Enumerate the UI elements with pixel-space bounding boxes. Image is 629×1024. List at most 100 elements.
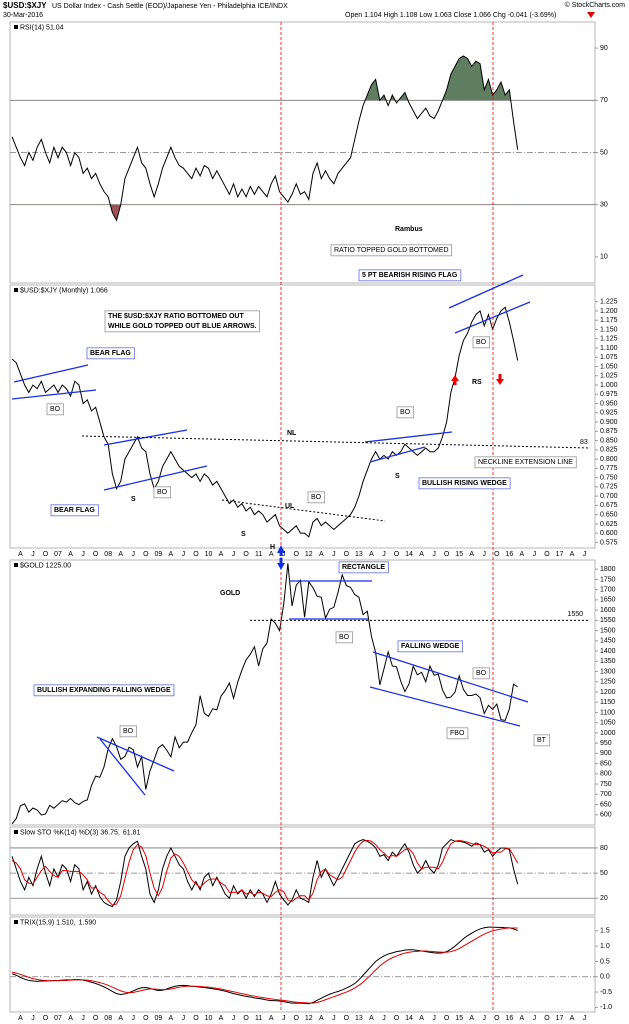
neckline bbox=[81, 435, 591, 449]
x-tick-label: 10 bbox=[205, 551, 213, 558]
y-tick-label: 1050 bbox=[600, 720, 616, 727]
x-tick-label: J bbox=[81, 1015, 85, 1022]
x-tick-label: O bbox=[294, 551, 300, 558]
x-tick-label: O bbox=[544, 551, 550, 558]
y-tick-label: 1300 bbox=[600, 668, 616, 675]
annotation-box bbox=[86, 347, 135, 360]
x-tick-label: A bbox=[68, 551, 73, 558]
x-tick-label: O bbox=[444, 1015, 450, 1022]
x-tick-label: J bbox=[232, 551, 236, 558]
copyright: © StockCharts.com bbox=[565, 1, 626, 9]
upper-line bbox=[221, 499, 386, 522]
y-tick-label: 0.825 bbox=[600, 447, 618, 454]
y-tick-label: 0.675 bbox=[600, 502, 618, 509]
series-line bbox=[11, 926, 518, 1005]
x-tick-label: A bbox=[68, 1015, 73, 1022]
y-tick-label: 1.200 bbox=[600, 308, 618, 315]
y-tick-label: 0.750 bbox=[600, 474, 618, 481]
y-tick-label: 50 bbox=[600, 870, 608, 877]
y-tick-label: 50 bbox=[600, 149, 608, 156]
y-tick-label: 0.775 bbox=[600, 465, 618, 472]
description: US Dollar Index - Cash Settle (EOD)/Japa… bbox=[52, 3, 288, 10]
annotation: S bbox=[395, 473, 400, 480]
annotation-box bbox=[119, 725, 138, 738]
y-tick-label: 1350 bbox=[600, 658, 616, 665]
annotation-box bbox=[472, 667, 491, 680]
x-tick-label: J bbox=[132, 1015, 136, 1022]
annotation: WHILE GOLD TOPPED OUT BLUE ARROWS. bbox=[108, 323, 257, 330]
x-tick-label: J bbox=[31, 1015, 35, 1022]
y-tick-label: 0.850 bbox=[600, 437, 618, 444]
red-arrow-up-stem bbox=[453, 380, 457, 385]
x-tick-label: J bbox=[31, 551, 35, 558]
x-tick-label: O bbox=[243, 1015, 249, 1022]
x-tick-label: 16 bbox=[505, 1015, 513, 1022]
series-line bbox=[11, 55, 519, 222]
symbol: $USD:$XJY bbox=[3, 1, 47, 10]
series-line bbox=[11, 839, 519, 906]
y-tick-label: 0.625 bbox=[600, 521, 618, 528]
y-tick-label: 1150 bbox=[600, 699, 615, 706]
annotation-box bbox=[307, 491, 326, 504]
x-tick-label: A bbox=[18, 1015, 23, 1022]
legend-label: 61.81 bbox=[123, 829, 141, 836]
x-tick-label: A bbox=[169, 1015, 174, 1022]
x-tick-label: J bbox=[132, 551, 136, 558]
x-tick-label: 11 bbox=[255, 1015, 262, 1022]
annotation-box bbox=[104, 310, 260, 333]
series-line bbox=[11, 306, 519, 538]
annotation: Rambus bbox=[395, 226, 423, 233]
annotation: BO bbox=[123, 728, 134, 735]
arrow-up bbox=[277, 545, 285, 553]
y-tick-label: 1550 bbox=[600, 617, 616, 624]
x-tick-label: A bbox=[520, 551, 525, 558]
x-tick-label: O bbox=[43, 551, 49, 558]
y-tick-label: 70 bbox=[600, 97, 608, 104]
x-tick-label: A bbox=[219, 551, 224, 558]
y-tick-label: 1250 bbox=[600, 679, 616, 686]
legend-label: TRIX(15,9) 1.510, bbox=[20, 919, 76, 926]
oversold-fill bbox=[12, 204, 518, 221]
y-tick-label: 30 bbox=[600, 202, 608, 209]
x-tick-label: A bbox=[269, 551, 274, 558]
legend-label: 1.590 bbox=[79, 919, 97, 926]
x-tick-label: A bbox=[169, 551, 174, 558]
y-tick-label: 0.900 bbox=[600, 419, 618, 426]
x-tick-label: O bbox=[344, 1015, 350, 1022]
level-label: 1550 bbox=[567, 611, 583, 618]
down-icon bbox=[587, 12, 595, 18]
x-tick-label: 14 bbox=[405, 1015, 413, 1022]
x-tick-label: 12 bbox=[305, 551, 313, 558]
x-tick-label: O bbox=[93, 1015, 99, 1022]
trendline bbox=[448, 274, 524, 309]
x-tick-label: J bbox=[81, 551, 85, 558]
x-tick-label: A bbox=[118, 551, 123, 558]
y-tick-label: 1.025 bbox=[600, 373, 618, 380]
x-tick-label: 07 bbox=[54, 551, 62, 558]
y-tick-label: 850 bbox=[600, 760, 612, 767]
annotation: GOLD bbox=[220, 590, 240, 597]
x-tick-label: J bbox=[432, 551, 436, 558]
x-tick-label: 07 bbox=[54, 1015, 62, 1022]
x-tick-label: A bbox=[469, 1015, 474, 1022]
x-tick-label: 15 bbox=[455, 551, 463, 558]
x-tick-label: 12 bbox=[305, 1015, 313, 1022]
red-arrow-down bbox=[496, 379, 504, 385]
legend-label: Slow STO %K(14) %D(3) 36.75, bbox=[20, 829, 120, 836]
annotation-box bbox=[33, 684, 175, 697]
panel-frame bbox=[9, 826, 596, 916]
y-tick-label: 750 bbox=[600, 781, 612, 788]
annotation: BT bbox=[537, 737, 547, 744]
x-tick-label: O bbox=[444, 551, 450, 558]
x-tick-label: 11 bbox=[255, 551, 262, 558]
y-tick-label: 1.150 bbox=[600, 326, 618, 333]
annotation: 5 PT BEARISH RISING FLAG bbox=[362, 272, 458, 279]
annotation-box bbox=[50, 504, 99, 517]
x-tick-label: 13 bbox=[355, 1015, 363, 1022]
x-tick-label: A bbox=[570, 1015, 575, 1022]
y-tick-label: 20 bbox=[600, 895, 608, 902]
x-tick-label: J bbox=[583, 1015, 587, 1022]
x-tick-label: J bbox=[483, 551, 487, 558]
y-tick-label: 0.600 bbox=[600, 530, 618, 537]
annotation-box bbox=[358, 269, 462, 282]
